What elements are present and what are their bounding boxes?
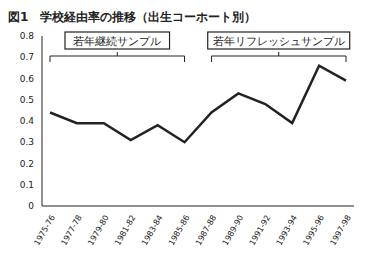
svg-text:0.2: 0.2 [20, 159, 34, 169]
svg-text:1993-94: 1993-94 [275, 214, 300, 247]
svg-text:1985-86: 1985-86 [167, 214, 192, 247]
svg-text:0.5: 0.5 [20, 95, 34, 105]
svg-text:1987-88: 1987-88 [194, 214, 219, 247]
svg-text:1981-82: 1981-82 [113, 214, 138, 247]
svg-text:0.6: 0.6 [20, 74, 35, 84]
svg-text:1977-78: 1977-78 [59, 214, 84, 247]
svg-text:若年リフレッシュサンプル: 若年リフレッシュサンプル [213, 35, 345, 48]
svg-text:0.4: 0.4 [20, 116, 35, 126]
svg-text:1991-92: 1991-92 [248, 214, 273, 247]
svg-text:1979-80: 1979-80 [86, 214, 111, 247]
svg-text:1997-98: 1997-98 [328, 214, 353, 247]
svg-text:1983-84: 1983-84 [140, 214, 165, 247]
svg-text:1995-96: 1995-96 [302, 214, 327, 247]
svg-text:0.3: 0.3 [20, 137, 34, 147]
svg-text:1989-90: 1989-90 [221, 214, 246, 247]
svg-text:若年継続サンプル: 若年継続サンプル [73, 35, 161, 48]
svg-text:0.1: 0.1 [20, 180, 34, 190]
svg-text:0: 0 [28, 201, 34, 211]
svg-text:1975-76: 1975-76 [32, 214, 57, 247]
svg-text:0.7: 0.7 [20, 52, 34, 62]
html-text:図1 学校経由率の推移（出生コーホート別）: 図1 学校経由率の推移（出生コーホート別） [8, 10, 257, 24]
svg-text:0.8: 0.8 [20, 31, 35, 41]
